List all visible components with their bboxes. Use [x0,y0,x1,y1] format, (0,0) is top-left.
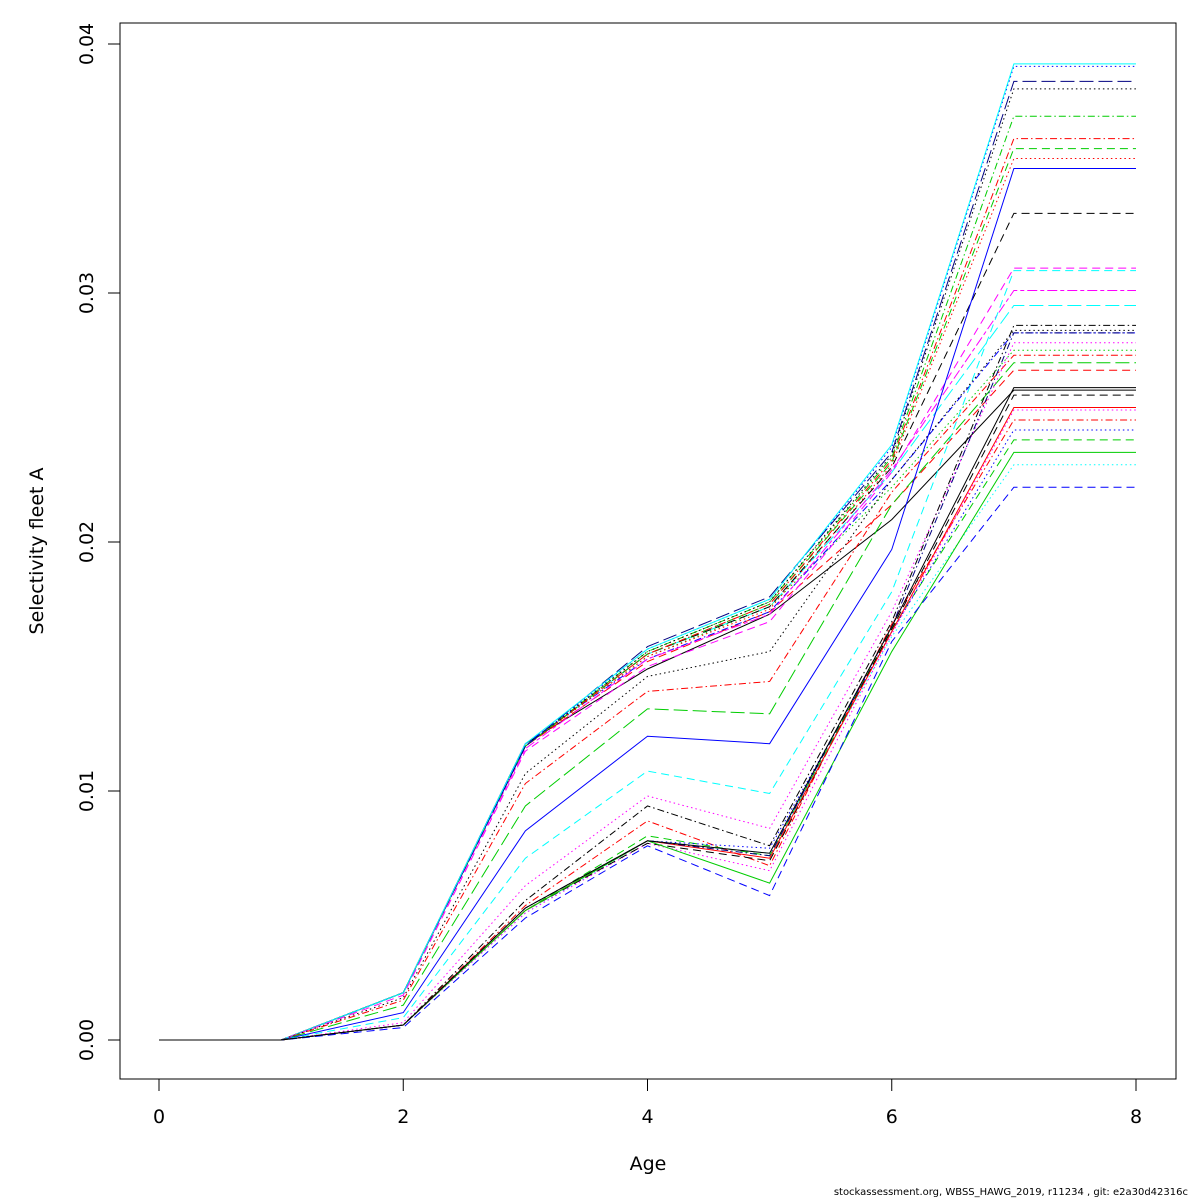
x-tick-label: 2 [397,1106,409,1128]
series-line-9 [159,148,1136,1041]
y-tick-label: 0.02 [76,521,98,563]
y-axis: 0.00 0.01 0.02 0.03 0.04 [76,23,121,1061]
series-line-13 [159,80,1136,1041]
series-line-18 [159,354,1136,1041]
series-line-3 [159,349,1136,1041]
series-line-1 [159,389,1136,1041]
plot-frame [119,22,1177,1080]
series-line-10 [159,138,1136,1041]
series-line-31 [159,451,1136,1041]
series-line-12 [159,88,1136,1041]
series-line-26 [159,429,1136,1041]
y-tick-label: 0.03 [76,272,98,314]
y-axis-title: Selectivity fleet A [26,468,48,635]
x-axis-title: Age [630,1153,667,1175]
series-line-8 [159,158,1136,1041]
series-line-27 [159,464,1136,1041]
series-line-22 [159,342,1136,1041]
series-line-4 [159,332,1136,1041]
x-tick-label: 4 [641,1106,653,1128]
series-line-20 [159,168,1136,1041]
x-tick-label: 0 [153,1106,165,1128]
y-tick-label: 0.00 [76,1019,98,1061]
series-line-11 [159,115,1136,1041]
series-line-34 [159,387,1136,1041]
series-line-6 [159,290,1136,1041]
series-line-21 [159,270,1136,1041]
series-line-15 [159,63,1136,1041]
series-line-7 [159,212,1136,1041]
series-line-32 [159,486,1136,1041]
series-line-17 [159,329,1136,1041]
series-line-28 [159,409,1136,1041]
footer-credit: stockassessment.org, WBSS_HAWG_2019, r11… [833,1187,1188,1198]
x-axis: 0 2 4 6 8 [153,1078,1142,1128]
series-line-19 [159,362,1136,1041]
y-tick-label: 0.04 [76,23,98,65]
series-line-2 [159,369,1136,1041]
series-line-24 [159,419,1136,1041]
series-line-23 [159,324,1136,1041]
y-tick-label: 0.01 [76,770,98,812]
x-tick-label: 8 [1130,1106,1142,1128]
series-line-30 [159,407,1136,1041]
series-line-33 [159,332,1136,1041]
x-tick-label: 6 [886,1106,898,1128]
series-layer [159,63,1136,1041]
series-line-25 [159,439,1136,1041]
